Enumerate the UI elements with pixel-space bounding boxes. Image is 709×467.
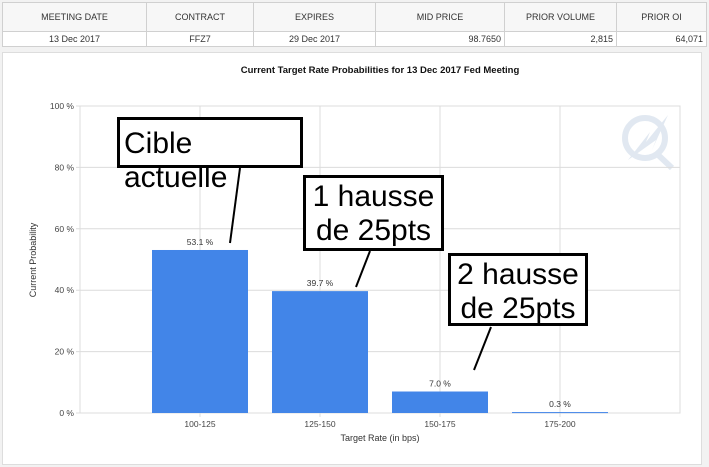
contract-table: MEETING DATE CONTRACT EXPIRES MID PRICE … [2,2,707,47]
table-row: 13 Dec 2017 FFZ7 29 Dec 2017 98.7650 2,8… [2,31,707,47]
data-label: 7.0 % [429,379,451,389]
header-prior-oi: PRIOR OI [616,2,707,32]
y-tick-label: 100 % [50,101,75,111]
y-tick-label: 60 % [55,224,75,234]
header-expires: EXPIRES [253,2,376,32]
bar [272,291,368,413]
cell-prior-oi: 64,071 [616,31,707,47]
cell-contract: FFZ7 [146,31,254,47]
x-tick-label: 100-125 [184,419,215,429]
chart-title: Current Target Rate Probabilities for 13… [241,65,520,76]
bar [152,249,248,413]
x-axis-label: Target Rate (in bps) [340,433,419,443]
header-prior-volume: PRIOR VOLUME [504,2,617,32]
y-tick-label: 40 % [55,285,75,295]
y-tick-label: 80 % [55,162,75,172]
y-tick-label: 0 % [59,408,74,418]
x-tick-label: 175-200 [544,419,575,429]
x-tick-label: 125-150 [304,419,335,429]
cell-mid-price: 98.7650 [375,31,505,47]
header-meeting-date: MEETING DATE [2,2,147,32]
header-contract: CONTRACT [146,2,254,32]
annotation-one-hike: 1 hausse de 25pts [303,175,444,251]
cell-prior-volume: 2,815 [504,31,617,47]
bar [512,412,608,414]
x-tick-label: 150-175 [424,419,455,429]
data-label: 39.7 % [307,278,334,288]
quikstrike-logo-icon [622,115,675,171]
bar [392,391,488,413]
y-axis-label: Current Probability [28,222,38,297]
header-mid-price: MID PRICE [375,2,505,32]
annotation-current-target: Cible actuelle [117,117,303,194]
data-label: 53.1 % [187,237,214,247]
y-tick-label: 20 % [55,347,75,357]
annotation-two-hikes: 2 hausse de 25pts [448,253,588,326]
data-label: 0.3 % [549,399,571,409]
